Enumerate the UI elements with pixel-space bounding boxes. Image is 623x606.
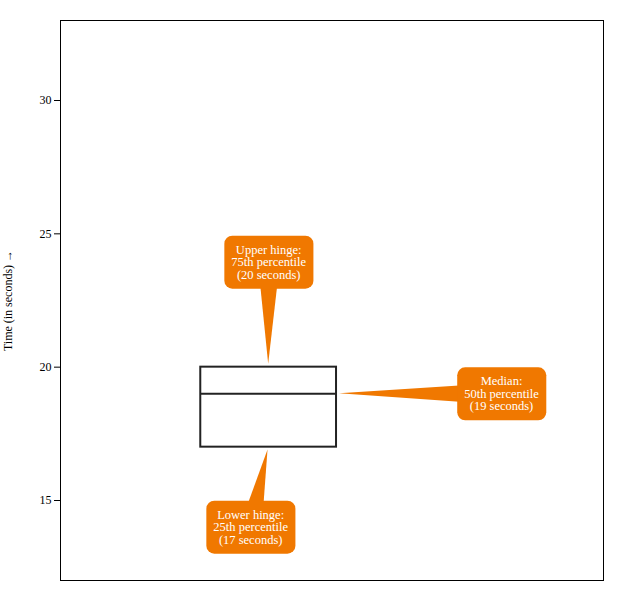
svg-text:Upper hinge:75th percentile(20: Upper hinge:75th percentile(20 seconds) <box>231 243 306 282</box>
svg-text:Time (in seconds) →: Time (in seconds) → <box>1 250 15 351</box>
svg-text:20: 20 <box>40 360 52 374</box>
svg-text:25: 25 <box>40 227 52 241</box>
svg-text:30: 30 <box>40 93 52 107</box>
svg-text:Median:50th percentile(19 seco: Median:50th percentile(19 seconds) <box>464 374 539 413</box>
svg-text:15: 15 <box>40 493 52 507</box>
svg-text:Lower hinge:25th percentile(17: Lower hinge:25th percentile(17 seconds) <box>213 508 288 547</box>
